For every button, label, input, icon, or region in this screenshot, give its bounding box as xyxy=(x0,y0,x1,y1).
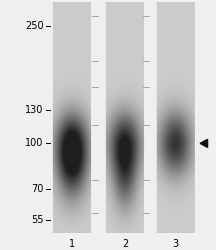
Polygon shape xyxy=(200,139,208,147)
Text: 3: 3 xyxy=(173,239,179,249)
Text: 1: 1 xyxy=(69,239,75,249)
Bar xyxy=(106,2,144,232)
Text: 250: 250 xyxy=(25,20,43,30)
Text: 2: 2 xyxy=(122,239,128,249)
Bar xyxy=(53,2,91,232)
Text: 70: 70 xyxy=(31,184,43,194)
Bar xyxy=(157,2,195,232)
Text: 130: 130 xyxy=(25,105,43,115)
Text: 55: 55 xyxy=(31,215,43,225)
Text: 100: 100 xyxy=(25,138,43,148)
